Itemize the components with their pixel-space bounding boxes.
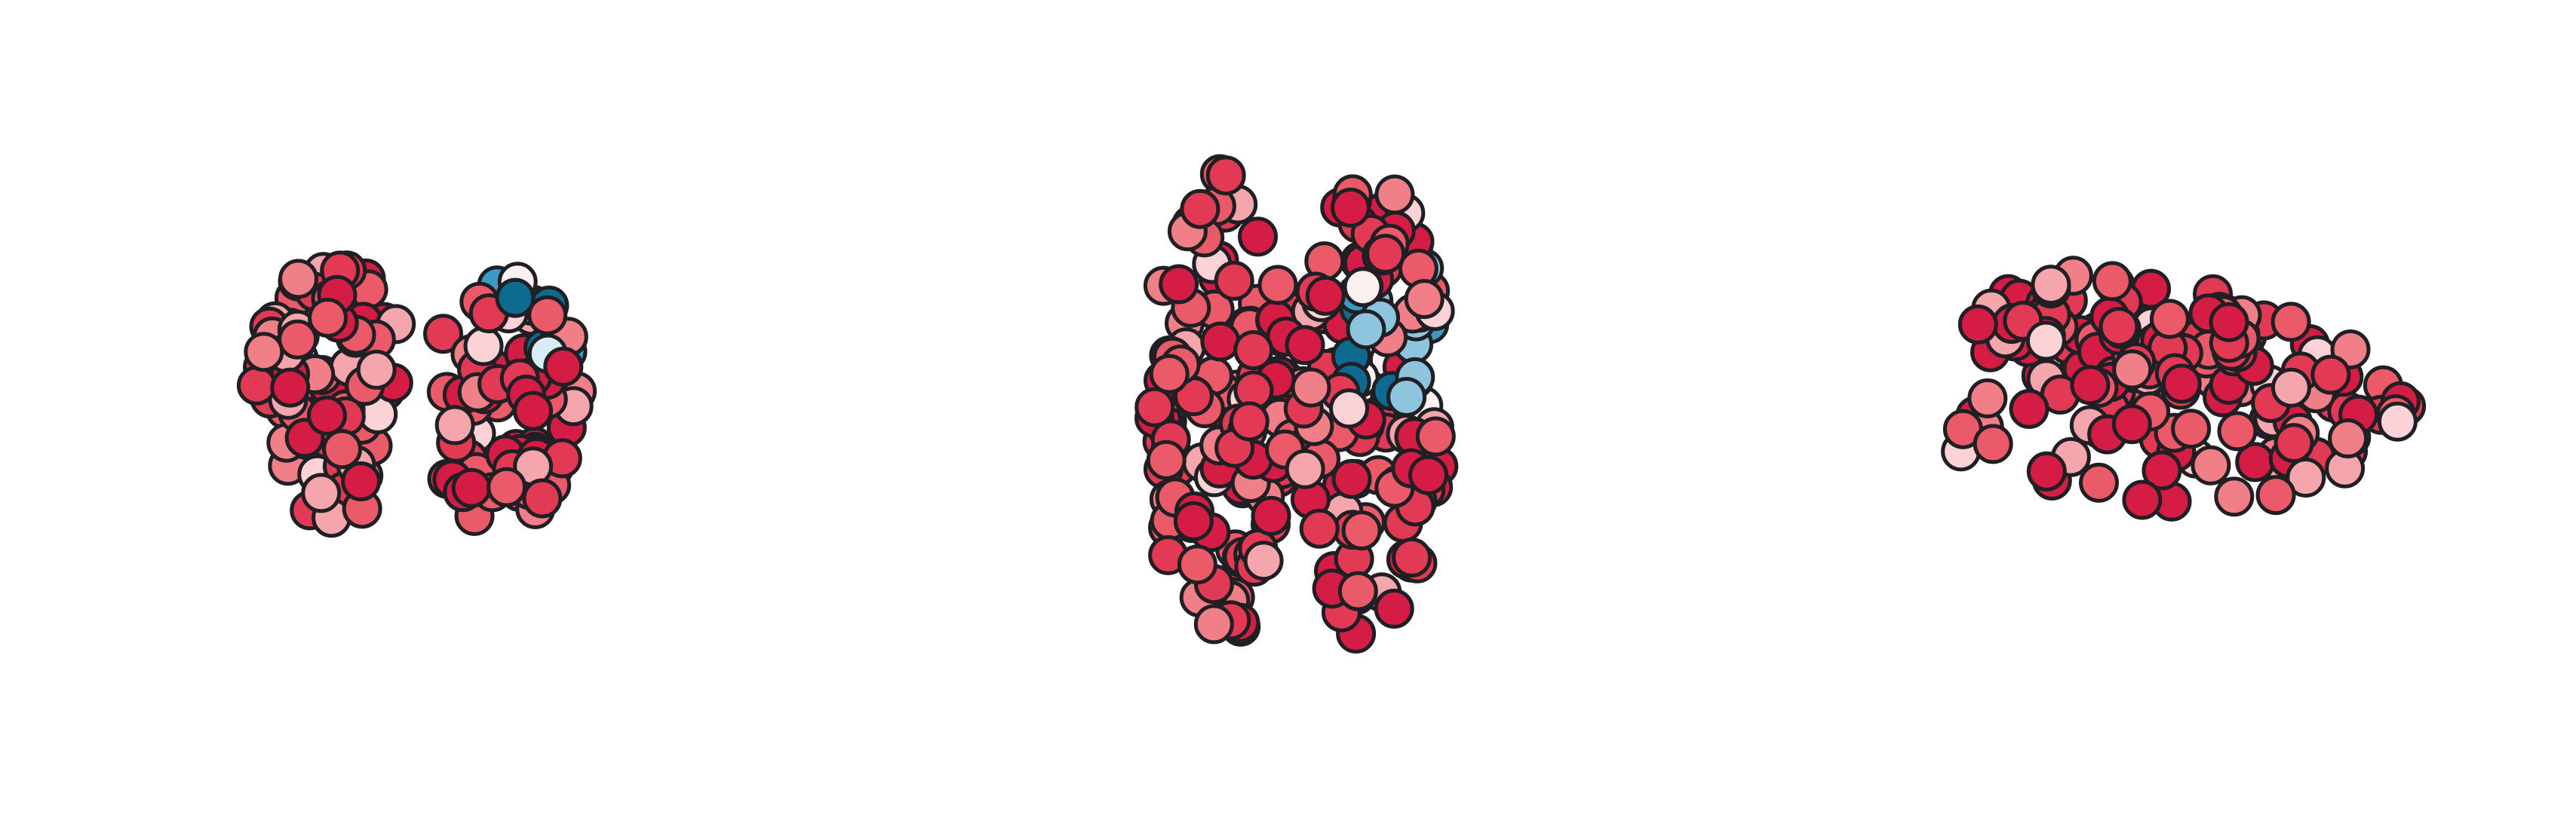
node <box>2099 307 2139 348</box>
node <box>423 314 463 354</box>
node <box>2079 462 2119 503</box>
node <box>1365 234 1406 274</box>
node <box>341 461 381 501</box>
axial-view <box>1134 154 1459 654</box>
node <box>1957 304 1998 345</box>
node <box>543 346 584 387</box>
node <box>356 349 397 390</box>
node <box>1973 424 2013 464</box>
node <box>2025 320 2066 361</box>
node <box>1967 378 2008 418</box>
node <box>2111 404 2152 445</box>
node <box>1177 544 1217 585</box>
node <box>1331 458 1372 499</box>
node <box>2026 451 2067 492</box>
node <box>2209 302 2249 342</box>
node <box>434 405 475 446</box>
node <box>1159 264 1199 305</box>
node <box>2149 299 2190 339</box>
sagittal-view <box>1941 256 2427 522</box>
node <box>451 467 492 508</box>
node <box>2142 450 2182 491</box>
node <box>2092 261 2132 302</box>
node <box>322 429 362 470</box>
node <box>1173 501 1214 541</box>
node <box>1193 604 1234 645</box>
node <box>1205 155 1246 196</box>
node <box>2377 401 2418 442</box>
node <box>2255 475 2296 516</box>
node <box>244 332 284 372</box>
node <box>1386 377 1427 417</box>
node <box>1238 216 1278 257</box>
node <box>2214 476 2255 517</box>
node <box>495 277 536 318</box>
node <box>1291 367 1331 408</box>
node <box>2161 363 2202 404</box>
brain-views <box>236 154 2427 654</box>
node <box>2070 365 2111 406</box>
node <box>1346 309 1386 350</box>
node <box>522 478 563 519</box>
node <box>2286 458 2326 498</box>
node <box>1214 260 1254 301</box>
node <box>1146 440 1187 480</box>
node <box>1374 588 1414 629</box>
node <box>1257 265 1298 305</box>
node <box>306 395 347 436</box>
node <box>527 295 568 335</box>
node <box>2112 349 2153 390</box>
node <box>278 259 318 299</box>
node <box>1299 508 1340 549</box>
node <box>1149 354 1190 394</box>
node <box>1415 416 1456 457</box>
node <box>1329 388 1369 429</box>
node <box>308 298 348 338</box>
node <box>270 367 311 408</box>
node <box>2217 411 2258 452</box>
coronal-view <box>236 250 597 538</box>
node <box>301 473 342 513</box>
node <box>1343 267 1383 308</box>
node <box>513 391 553 431</box>
node <box>2271 367 2311 408</box>
node <box>2171 409 2212 449</box>
node <box>2009 388 2049 429</box>
node <box>1233 330 1274 370</box>
node <box>2274 423 2314 464</box>
node <box>1243 541 1284 581</box>
node <box>1200 321 1241 362</box>
node <box>236 365 277 406</box>
node <box>1392 538 1432 577</box>
node <box>2031 265 2071 305</box>
node <box>2271 302 2311 342</box>
node <box>1408 455 1448 495</box>
node <box>1251 495 1291 536</box>
node <box>1305 275 1346 316</box>
node <box>2122 479 2163 520</box>
node <box>1285 325 1325 366</box>
node <box>2310 354 2351 395</box>
node <box>1134 387 1175 427</box>
node <box>463 326 504 366</box>
node <box>1180 188 1220 229</box>
node <box>1285 449 1325 489</box>
node <box>2328 418 2369 458</box>
node <box>2191 445 2231 486</box>
node <box>1374 174 1415 215</box>
node <box>1337 571 1378 611</box>
node <box>487 467 527 507</box>
node <box>1331 187 1371 228</box>
node <box>1341 510 1382 551</box>
node <box>1229 401 1270 442</box>
node <box>1404 279 1445 320</box>
